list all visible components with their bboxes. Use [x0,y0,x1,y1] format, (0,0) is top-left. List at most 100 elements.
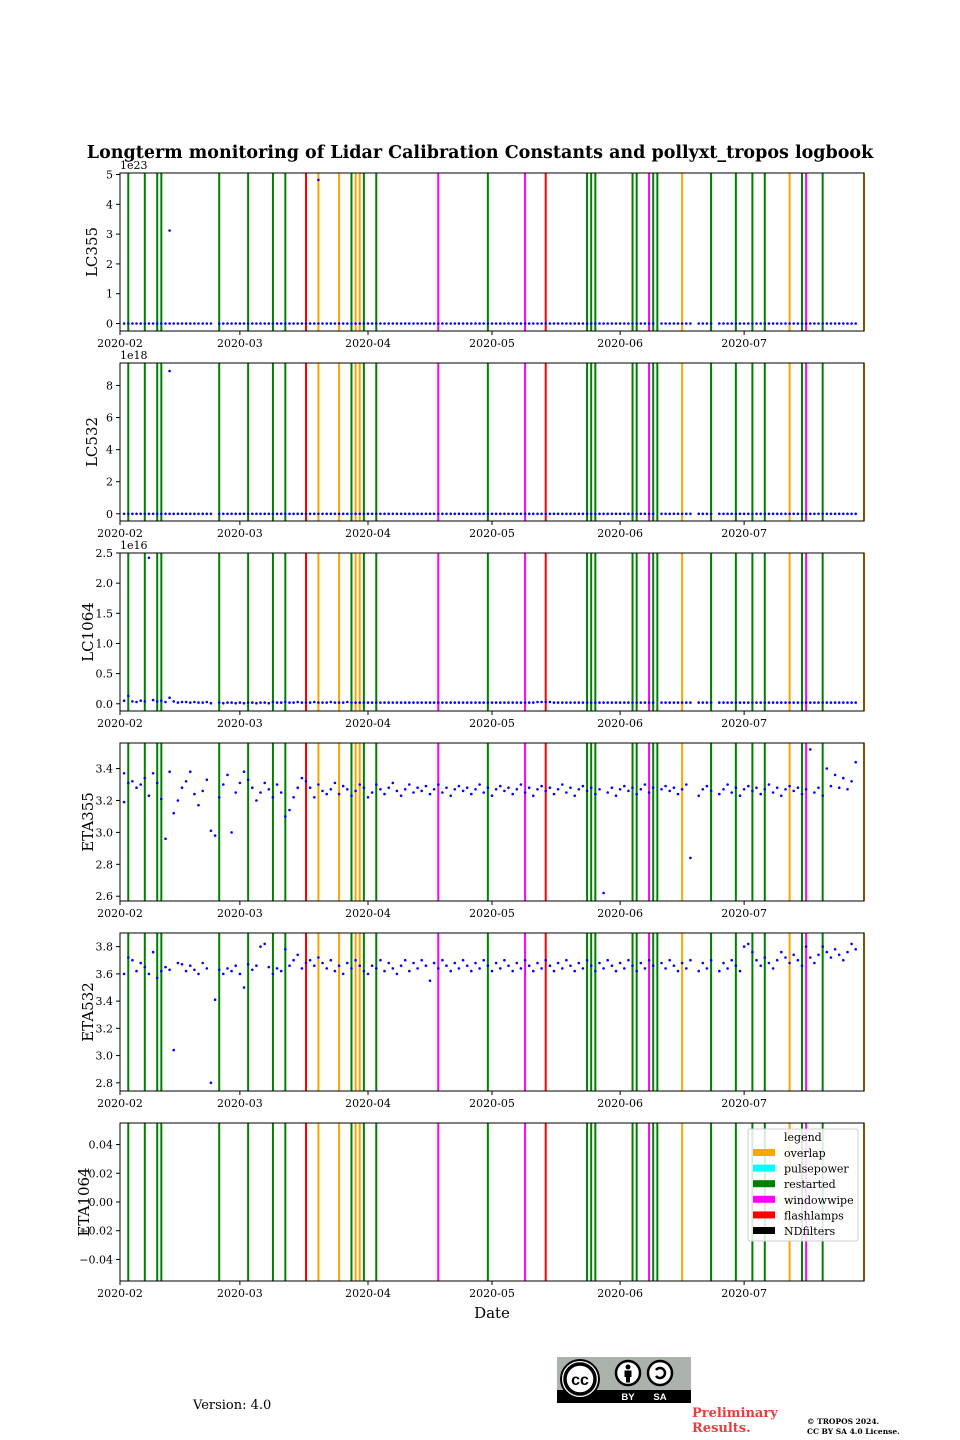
data-point [482,322,486,325]
data-point [784,788,787,791]
data-point [321,701,324,704]
x-tick-label: 2020-04 [345,527,391,540]
data-point [767,961,771,965]
data-point [337,964,341,967]
data-point [833,773,837,777]
data-point [317,512,320,516]
data-point [623,322,626,325]
data-point [660,961,663,965]
x-tick-label: 2020-07 [721,717,767,730]
data-point [366,322,370,325]
data-point [122,512,126,516]
data-point [503,958,506,962]
data-point [222,701,225,705]
data-point [627,701,630,704]
data-point [813,322,816,325]
data-point [664,512,667,516]
data-point [784,512,787,516]
data-point [800,512,804,516]
panel-lc532: 0 2 4 6 8 2020-02 2020-03 2020-04 2020-05 2020-06… [83,349,865,540]
data-point [490,969,494,973]
data-point [230,322,233,325]
data-point [623,784,626,788]
data-point [217,968,221,972]
data-point [507,701,510,704]
y-tick-label: 3.0 [96,826,114,839]
data-point [275,701,279,704]
data-point [197,512,200,516]
data-point [738,969,742,973]
data-point [470,701,473,704]
cc-icon-text: cc [571,1372,589,1389]
data-point [470,322,473,325]
data-point [804,512,808,516]
x-tick-label: 2020-05 [469,527,515,540]
data-point [267,965,271,969]
data-point [585,322,589,325]
data-point [730,512,733,516]
data-point [383,512,386,516]
data-point [548,700,552,704]
y-tick-label: 0 [106,318,113,331]
data-point [251,701,254,704]
data-point [387,322,391,325]
data-point [131,700,134,703]
data-point [589,786,593,789]
data-point [618,701,622,704]
data-point [643,701,647,704]
data-point [503,701,506,704]
data-point [375,322,378,325]
data-point [503,789,506,793]
data-point [618,961,622,965]
data-point [705,322,709,325]
data-point [246,512,250,516]
data-point [503,322,506,325]
data-point [627,789,630,793]
data-point [668,958,671,962]
y-tick-label: 2.0 [96,577,114,590]
data-point [837,512,841,516]
x-tick-label: 2020-04 [345,717,391,730]
data-point [478,701,481,704]
legend-title: legend [784,1131,822,1144]
y-tick-label: 0.00 [89,1196,114,1209]
data-point [362,969,366,973]
data-point [825,512,829,516]
data-point [664,967,667,970]
data-point [284,700,287,704]
data-point [337,701,341,704]
data-point [837,322,841,325]
data-point [317,322,320,325]
data-point [618,788,622,791]
data-point [511,512,514,516]
data-point [259,791,262,794]
data-point [135,512,138,516]
data-point [131,780,134,783]
data-point [581,967,585,970]
data-point [449,512,453,516]
data-point [507,322,510,325]
data-point [172,700,175,703]
data-point [532,794,535,797]
data-point [796,958,800,962]
data-point [556,788,560,791]
data-point [358,322,362,325]
data-point [259,322,262,325]
y-tick-label: 0.02 [89,1167,114,1180]
data-point [598,701,601,704]
data-point [842,776,845,780]
data-point [511,792,514,796]
data-point [775,786,779,789]
data-point [627,958,630,962]
data-point [788,322,791,325]
data-point [416,512,419,516]
data-point [672,512,676,516]
data-point [689,512,692,516]
data-point [680,701,684,704]
data-point [788,961,791,965]
data-point [292,958,295,962]
panel-lc1064: 0.0 0.5 1.0 1.5 2.0 2.5 2020-02 2020-03 2020-04 2… [79,539,865,730]
data-point [718,792,721,796]
data-point [759,964,762,967]
data-point [614,322,618,325]
